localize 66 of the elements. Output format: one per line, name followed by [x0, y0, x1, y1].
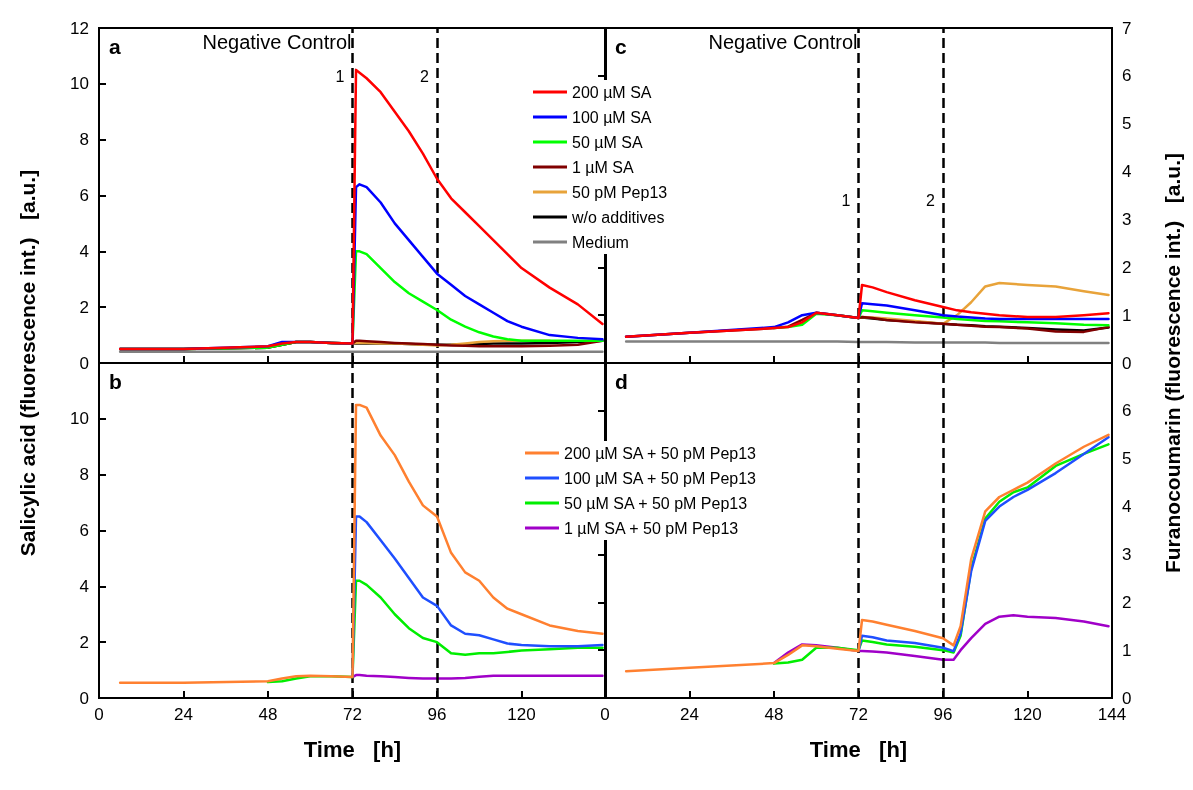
y-tick-label: 0 — [79, 353, 89, 373]
y-tick-label: 1 — [1122, 305, 1132, 325]
y-tick-label: 6 — [1122, 66, 1132, 86]
legend-label: 200 µM SA — [572, 83, 652, 101]
annotation: a — [109, 35, 121, 58]
y-tick-label: 4 — [1122, 162, 1132, 182]
y-tick-label: 6 — [79, 521, 89, 540]
y-tick-label: 10 — [70, 74, 89, 94]
y-tick-label: 1 — [1122, 640, 1132, 660]
legend-label: w/o additives — [571, 208, 665, 226]
y-tick-label: 2 — [79, 632, 89, 652]
y-tick-label: 4 — [1122, 497, 1132, 517]
y-tick-label: 2 — [1122, 257, 1132, 277]
y-tick-label: 4 — [79, 576, 89, 596]
legend-label: 100 µM SA — [572, 108, 652, 126]
y-tick-label: 2 — [79, 297, 89, 317]
y-tick-label: 5 — [1122, 449, 1132, 469]
y-tick-label: 7 — [1122, 18, 1132, 38]
x-tick-label: 24 — [174, 705, 193, 724]
y-tick-label: 3 — [1122, 209, 1132, 229]
legend-label: 100 µM SA + 50 pM Pep13 — [564, 469, 757, 487]
y-tick-label: 8 — [79, 465, 89, 485]
y-tick-label: 6 — [79, 186, 89, 205]
x-tick-label: 24 — [680, 705, 699, 724]
chart-title: Negative Control — [202, 31, 352, 53]
annotation: d — [615, 370, 628, 393]
y-tick-label: 0 — [1122, 688, 1132, 708]
chart-title: Negative Control — [708, 31, 858, 53]
annotation: c — [615, 35, 627, 58]
y-tick-label: 0 — [79, 688, 89, 708]
x-tick-label: 0 — [94, 705, 104, 724]
x-tick-label: 48 — [258, 705, 278, 724]
legend-label: 200 µM SA + 50 pM Pep13 — [564, 444, 757, 462]
x-axis-title: Time [h] — [809, 736, 908, 762]
annotation: 2 — [926, 191, 936, 209]
legend-label: 50 µM SA — [572, 133, 643, 151]
y-axis-title: Furanocoumarin (fluorescence int.) [a.u.] — [1160, 152, 1184, 574]
x-axis-title: Time [h] — [303, 736, 402, 762]
x-tick-label: 0 — [600, 705, 610, 724]
y-tick-label: 3 — [1122, 544, 1132, 564]
x-tick-label: 96 — [933, 705, 953, 724]
legend-label: 1 µM SA — [572, 158, 635, 176]
y-tick-label: 5 — [1122, 114, 1132, 134]
y-tick-label: 8 — [79, 130, 89, 150]
x-tick-label: 72 — [849, 705, 868, 724]
y-tick-label: 2 — [1122, 592, 1132, 612]
y-tick-label: 0 — [1122, 353, 1132, 373]
x-tick-label: 96 — [427, 705, 447, 724]
x-tick-label: 144 — [1097, 705, 1127, 724]
annotation: b — [109, 370, 122, 393]
legend-label: 50 µM SA + 50 pM Pep13 — [564, 494, 748, 512]
y-tick-label: 6 — [1122, 401, 1132, 421]
y-axis-title: Salicylic acid (fluorescence int.) [a.u.] — [15, 169, 39, 557]
annotation: 2 — [420, 67, 430, 85]
x-tick-label: 120 — [507, 705, 536, 724]
annotation: 1 — [841, 191, 851, 209]
legend-label: 1 µM SA + 50 pM Pep13 — [564, 519, 739, 537]
x-tick-label: 72 — [343, 705, 362, 724]
x-tick-label: 48 — [764, 705, 784, 724]
legend-label: 50 pM Pep13 — [572, 183, 668, 201]
annotation: 1 — [335, 67, 345, 85]
y-tick-label: 4 — [79, 241, 89, 261]
y-tick-label: 12 — [70, 18, 89, 38]
x-tick-label: 120 — [1013, 705, 1042, 724]
legend-label: Medium — [572, 233, 629, 251]
y-tick-label: 10 — [70, 409, 89, 429]
